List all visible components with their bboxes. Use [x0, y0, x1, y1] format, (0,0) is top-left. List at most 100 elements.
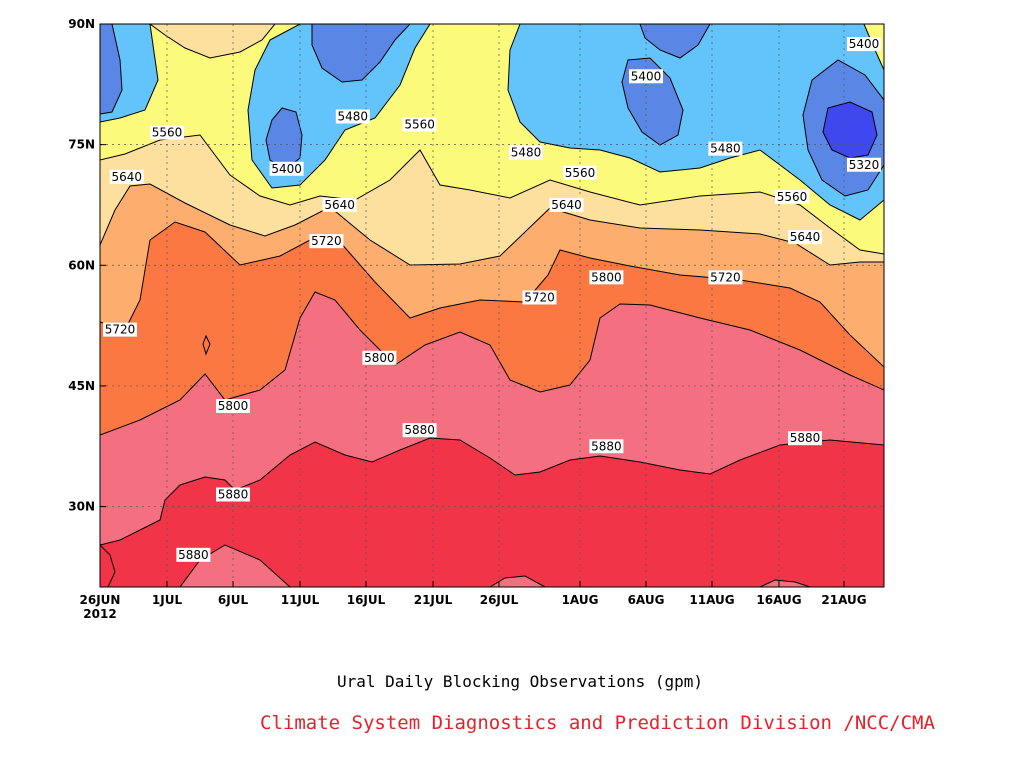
- y-tick-label: 60N: [68, 258, 95, 272]
- band-top-orange-patch: [149, 24, 276, 59]
- contour-label-bg: [708, 141, 743, 156]
- band-below-5320: [822, 101, 878, 159]
- contour-label-text: 5560: [565, 166, 596, 180]
- contour-label: 5560: [563, 165, 597, 180]
- contour-label-text: 5480: [338, 109, 369, 123]
- band-5400-5480-c: [507, 24, 884, 221]
- contour-label-text: 5880: [404, 423, 435, 437]
- contour-label-bg: [847, 157, 881, 172]
- contour-label: 5400: [629, 69, 663, 84]
- contour-label-text: 5640: [551, 198, 582, 212]
- contour-label-bg: [589, 270, 624, 285]
- contour-label-bg: [216, 399, 250, 414]
- contour-label: 5320: [847, 157, 881, 172]
- contour-label-bg: [522, 290, 557, 305]
- contour-label-text: 5400: [849, 37, 880, 51]
- x-tick-label: 21JUL: [414, 593, 453, 607]
- y-axis: 30N 45N 60N 75N 90N: [68, 17, 106, 514]
- contour-label-bg: [309, 234, 344, 249]
- contour-label: 5720: [309, 234, 344, 249]
- contour-fills: [100, 24, 884, 587]
- contour-label: 5880: [216, 487, 250, 502]
- contour-label: 5480: [335, 109, 370, 124]
- contour-label: 5720: [522, 290, 557, 305]
- contour-label: 5400: [269, 161, 304, 176]
- contour-label-text: 5640: [324, 198, 355, 212]
- x-tick-label: 6JUL: [218, 593, 249, 607]
- contour-label: 5560: [775, 189, 809, 204]
- contour-label-bg: [402, 117, 437, 132]
- x-tick-label: 11JUL: [281, 593, 320, 607]
- contour-label-text: 5480: [511, 146, 542, 160]
- contour-label-bg: [150, 125, 184, 140]
- y-tick-label: 90N: [68, 17, 95, 31]
- contour-label-text: 5800: [591, 270, 622, 284]
- x-axis: 26JUN 1JUL 6JUL 11JUL 16JUL 21JUL 26JUL 1AUG 6AU…: [80, 581, 867, 621]
- contour-label-bg: [176, 547, 211, 562]
- contour-label: 5560: [150, 126, 184, 140]
- contour-label-bg: [788, 431, 822, 446]
- contour-label-text: 5400: [631, 69, 662, 83]
- band-5320-5400-a: [100, 24, 123, 115]
- contour-label: 5880: [788, 431, 822, 446]
- band-bottom-pink-patch-3: [759, 579, 811, 587]
- x-year-label: 2012: [83, 607, 116, 621]
- contour-label-bg: [322, 197, 357, 212]
- contour-label-text: 5800: [218, 399, 249, 413]
- contour-label: 5480: [509, 145, 543, 160]
- contour-label: 5480: [708, 141, 743, 156]
- y-tick-label: 30N: [68, 500, 95, 514]
- x-tick-label: 26JUL: [480, 593, 519, 607]
- contour-label-text: 5560: [404, 118, 435, 132]
- contour-label-bg: [788, 230, 822, 245]
- contour-label: 5720: [708, 270, 743, 285]
- contour-label-bg: [509, 145, 543, 160]
- contour-label-text: 5880: [218, 488, 249, 502]
- contour-label-text: 5560: [777, 190, 808, 204]
- contour-label-bg: [775, 189, 809, 204]
- x-tick-label: 16AUG: [756, 593, 801, 607]
- band-5320-5400-e: [639, 24, 711, 59]
- contour-label-text: 5720: [311, 234, 342, 248]
- contour-label: 5880: [402, 423, 437, 438]
- plot-frame: [99, 23, 885, 588]
- x-tick-label: 1JUL: [152, 593, 183, 607]
- contour-label-text: 5720: [105, 323, 136, 337]
- contour-label: 5640: [788, 230, 822, 245]
- contour-label: 5800: [589, 270, 624, 285]
- contour-label-text: 5880: [790, 431, 821, 445]
- band-bottom-pink-patch-2: [489, 575, 546, 587]
- x-tick-label: 16JUL: [347, 593, 386, 607]
- contour-label-bg: [563, 165, 597, 180]
- contour-label-bg: [103, 322, 137, 337]
- contour-label: 5880: [176, 547, 211, 562]
- contour-label: 5400: [847, 37, 881, 52]
- contour-label: 5720: [103, 322, 137, 337]
- x-tick-label: 11AUG: [689, 593, 734, 607]
- contour-label-bg: [362, 350, 397, 365]
- contour-label-text: 5720: [524, 290, 555, 304]
- contour-label-text: 5480: [710, 142, 741, 156]
- band-5320-5400-c: [311, 24, 411, 83]
- contour-label: 5640: [109, 169, 144, 184]
- contour-label-text: 5880: [591, 439, 622, 453]
- y-tick-label: 45N: [68, 379, 95, 393]
- small-closed-contour: [202, 334, 211, 356]
- contour-label-bg: [847, 37, 881, 52]
- contour-label-bg: [269, 161, 304, 176]
- contour-label-bg: [589, 439, 624, 454]
- chart-title: Ural Daily Blocking Observations (gpm): [336, 672, 704, 691]
- y-tick-label: 75N: [68, 138, 95, 152]
- contour-labels: 5560 5480 5560 5400 5400 5400 5480 5480 5320 5640…: [103, 37, 881, 562]
- contour-label-text: 5320: [849, 158, 880, 172]
- contour-label: 5880: [589, 439, 624, 454]
- x-tick-label: 6AUG: [628, 593, 665, 607]
- credit-line: Climate System Diagnostics and Predictio…: [260, 712, 935, 734]
- contour-label: 5560: [402, 117, 437, 132]
- x-tick-label: 26JUN: [80, 593, 121, 607]
- contour-label-text: 5720: [710, 270, 741, 284]
- contour-label-text: 5800: [364, 351, 395, 365]
- contour-label-bg: [629, 69, 663, 84]
- contour-label-text: 5640: [112, 170, 143, 184]
